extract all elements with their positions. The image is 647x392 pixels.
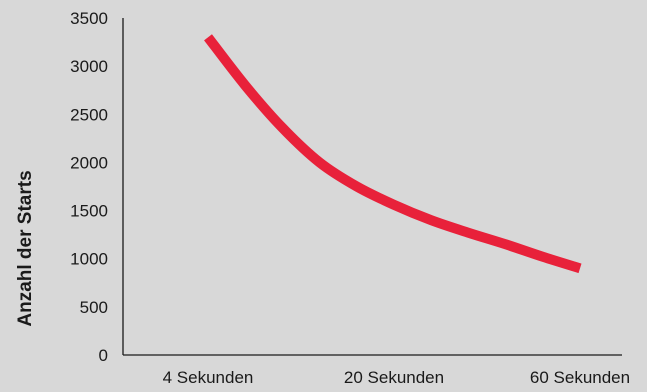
series-layer (204, 34, 582, 274)
y-tick-label: 3500 (70, 9, 108, 28)
x-tick-label: 4 Sekunden (163, 368, 254, 387)
y-tick-label: 1500 (70, 202, 108, 221)
y-axis-title: Anzahl der Starts (15, 170, 36, 326)
x-tick-label: 60 Sekunden (530, 368, 630, 387)
y-tick-label: 1000 (70, 250, 108, 269)
y-tick-label: 500 (80, 298, 108, 317)
axes (122, 18, 622, 356)
y-tick-label: 2000 (70, 153, 108, 172)
y-ticks: 0 500 1000 1500 2000 2500 3000 3500 (70, 9, 108, 365)
x-tick-label: 20 Sekunden (344, 368, 444, 387)
y-tick-label: 2500 (70, 105, 108, 124)
y-tick-label: 0 (99, 346, 108, 365)
y-tick-label: 3000 (70, 57, 108, 76)
series-line (204, 34, 582, 274)
x-ticks: 4 Sekunden 20 Sekunden 60 Sekunden (163, 368, 630, 387)
